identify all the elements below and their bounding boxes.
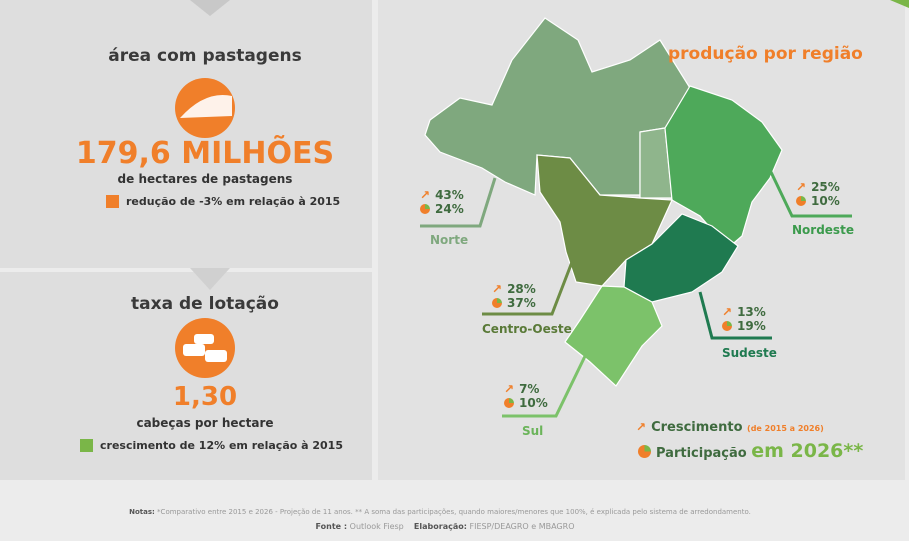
share: 19% xyxy=(737,319,766,333)
panel xyxy=(0,272,372,480)
cow xyxy=(205,350,227,362)
share: 24% xyxy=(435,202,464,216)
big-value: 179,6 MILHÕES xyxy=(75,136,335,171)
change: crescimento de 12% em relação à 2015 xyxy=(100,439,343,452)
legend-label: Crescimento xyxy=(651,420,743,435)
notes-text: *Comparativo entre 2015 e 2026 - Projeçã… xyxy=(157,508,751,516)
region-name: Nordeste xyxy=(792,223,854,237)
title: taxa de lotação xyxy=(131,294,279,314)
corner xyxy=(890,0,909,8)
region-stats: ↗ 7% 10% xyxy=(504,382,548,410)
legend-note: em 2026** xyxy=(751,440,864,462)
change: redução de -3% em relação à 2015 xyxy=(126,195,341,208)
elab-label: Elaboração: xyxy=(413,522,467,531)
region-stats: ↗ 43% 24% xyxy=(420,188,464,216)
growth: 43% xyxy=(435,188,464,202)
leaders xyxy=(420,169,852,418)
down-icon xyxy=(106,195,119,208)
unit: de hectares de pastagens xyxy=(117,172,293,186)
region-stats: ↗ 25% 10% xyxy=(796,180,840,208)
source: Outlook Fiesp xyxy=(349,522,404,531)
unit: cabeças por hectare xyxy=(136,416,274,430)
notes: Notas: *Comparativo entre 2015 e 2026 - … xyxy=(129,508,751,516)
region-stats: ↗ 13% 19% xyxy=(722,305,766,333)
legend-growth: ↗ Crescimento (de 2015 a 2026) xyxy=(636,420,824,435)
source-label: Fonte : xyxy=(315,522,348,531)
share: 10% xyxy=(519,396,548,410)
region-sul xyxy=(564,285,663,387)
notch xyxy=(190,0,230,16)
legend-share: Participação em 2026** xyxy=(638,440,863,462)
cow xyxy=(194,334,214,344)
legend-note: (de 2015 a 2026) xyxy=(747,424,824,433)
region-nordeste xyxy=(664,85,783,249)
growth: 7% xyxy=(519,382,540,396)
panel xyxy=(0,0,372,268)
share: 37% xyxy=(507,296,536,310)
region-name: Sul xyxy=(522,424,544,438)
field-shape xyxy=(180,94,232,118)
brazil-map xyxy=(424,17,783,387)
growth: 28% xyxy=(507,282,536,296)
growth: 25% xyxy=(811,180,840,194)
cow xyxy=(183,344,205,356)
region-name: Norte xyxy=(430,233,469,247)
notch xyxy=(190,268,230,290)
elab: FIESP/DEAGRO e MBAGRO xyxy=(469,522,575,531)
share: 10% xyxy=(811,194,840,208)
credits: Fonte : Outlook Fiesp Elaboração: FIESP/… xyxy=(316,522,575,531)
big-value: 1,30 xyxy=(172,382,238,412)
region-name: Sudeste xyxy=(722,346,777,360)
map-title: produção por região xyxy=(668,44,863,64)
region-name: Centro-Oeste xyxy=(482,322,572,336)
notes-label: Notas: xyxy=(129,508,155,516)
title: área com pastagens xyxy=(108,46,302,66)
region-stats: ↗ 28% 37% xyxy=(492,282,536,310)
growth: 13% xyxy=(737,305,766,319)
up-icon xyxy=(80,439,93,452)
legend-label: Participação xyxy=(656,446,747,461)
region-sudeste xyxy=(623,213,739,303)
